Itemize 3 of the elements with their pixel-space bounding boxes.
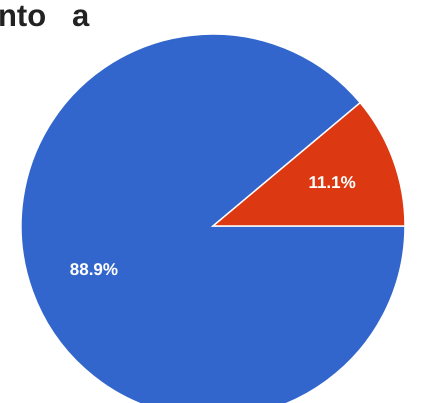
data-label: 11.1% [308, 173, 356, 192]
data-label: 88.9% [70, 260, 118, 279]
chart-title: nto a [0, 0, 90, 33]
